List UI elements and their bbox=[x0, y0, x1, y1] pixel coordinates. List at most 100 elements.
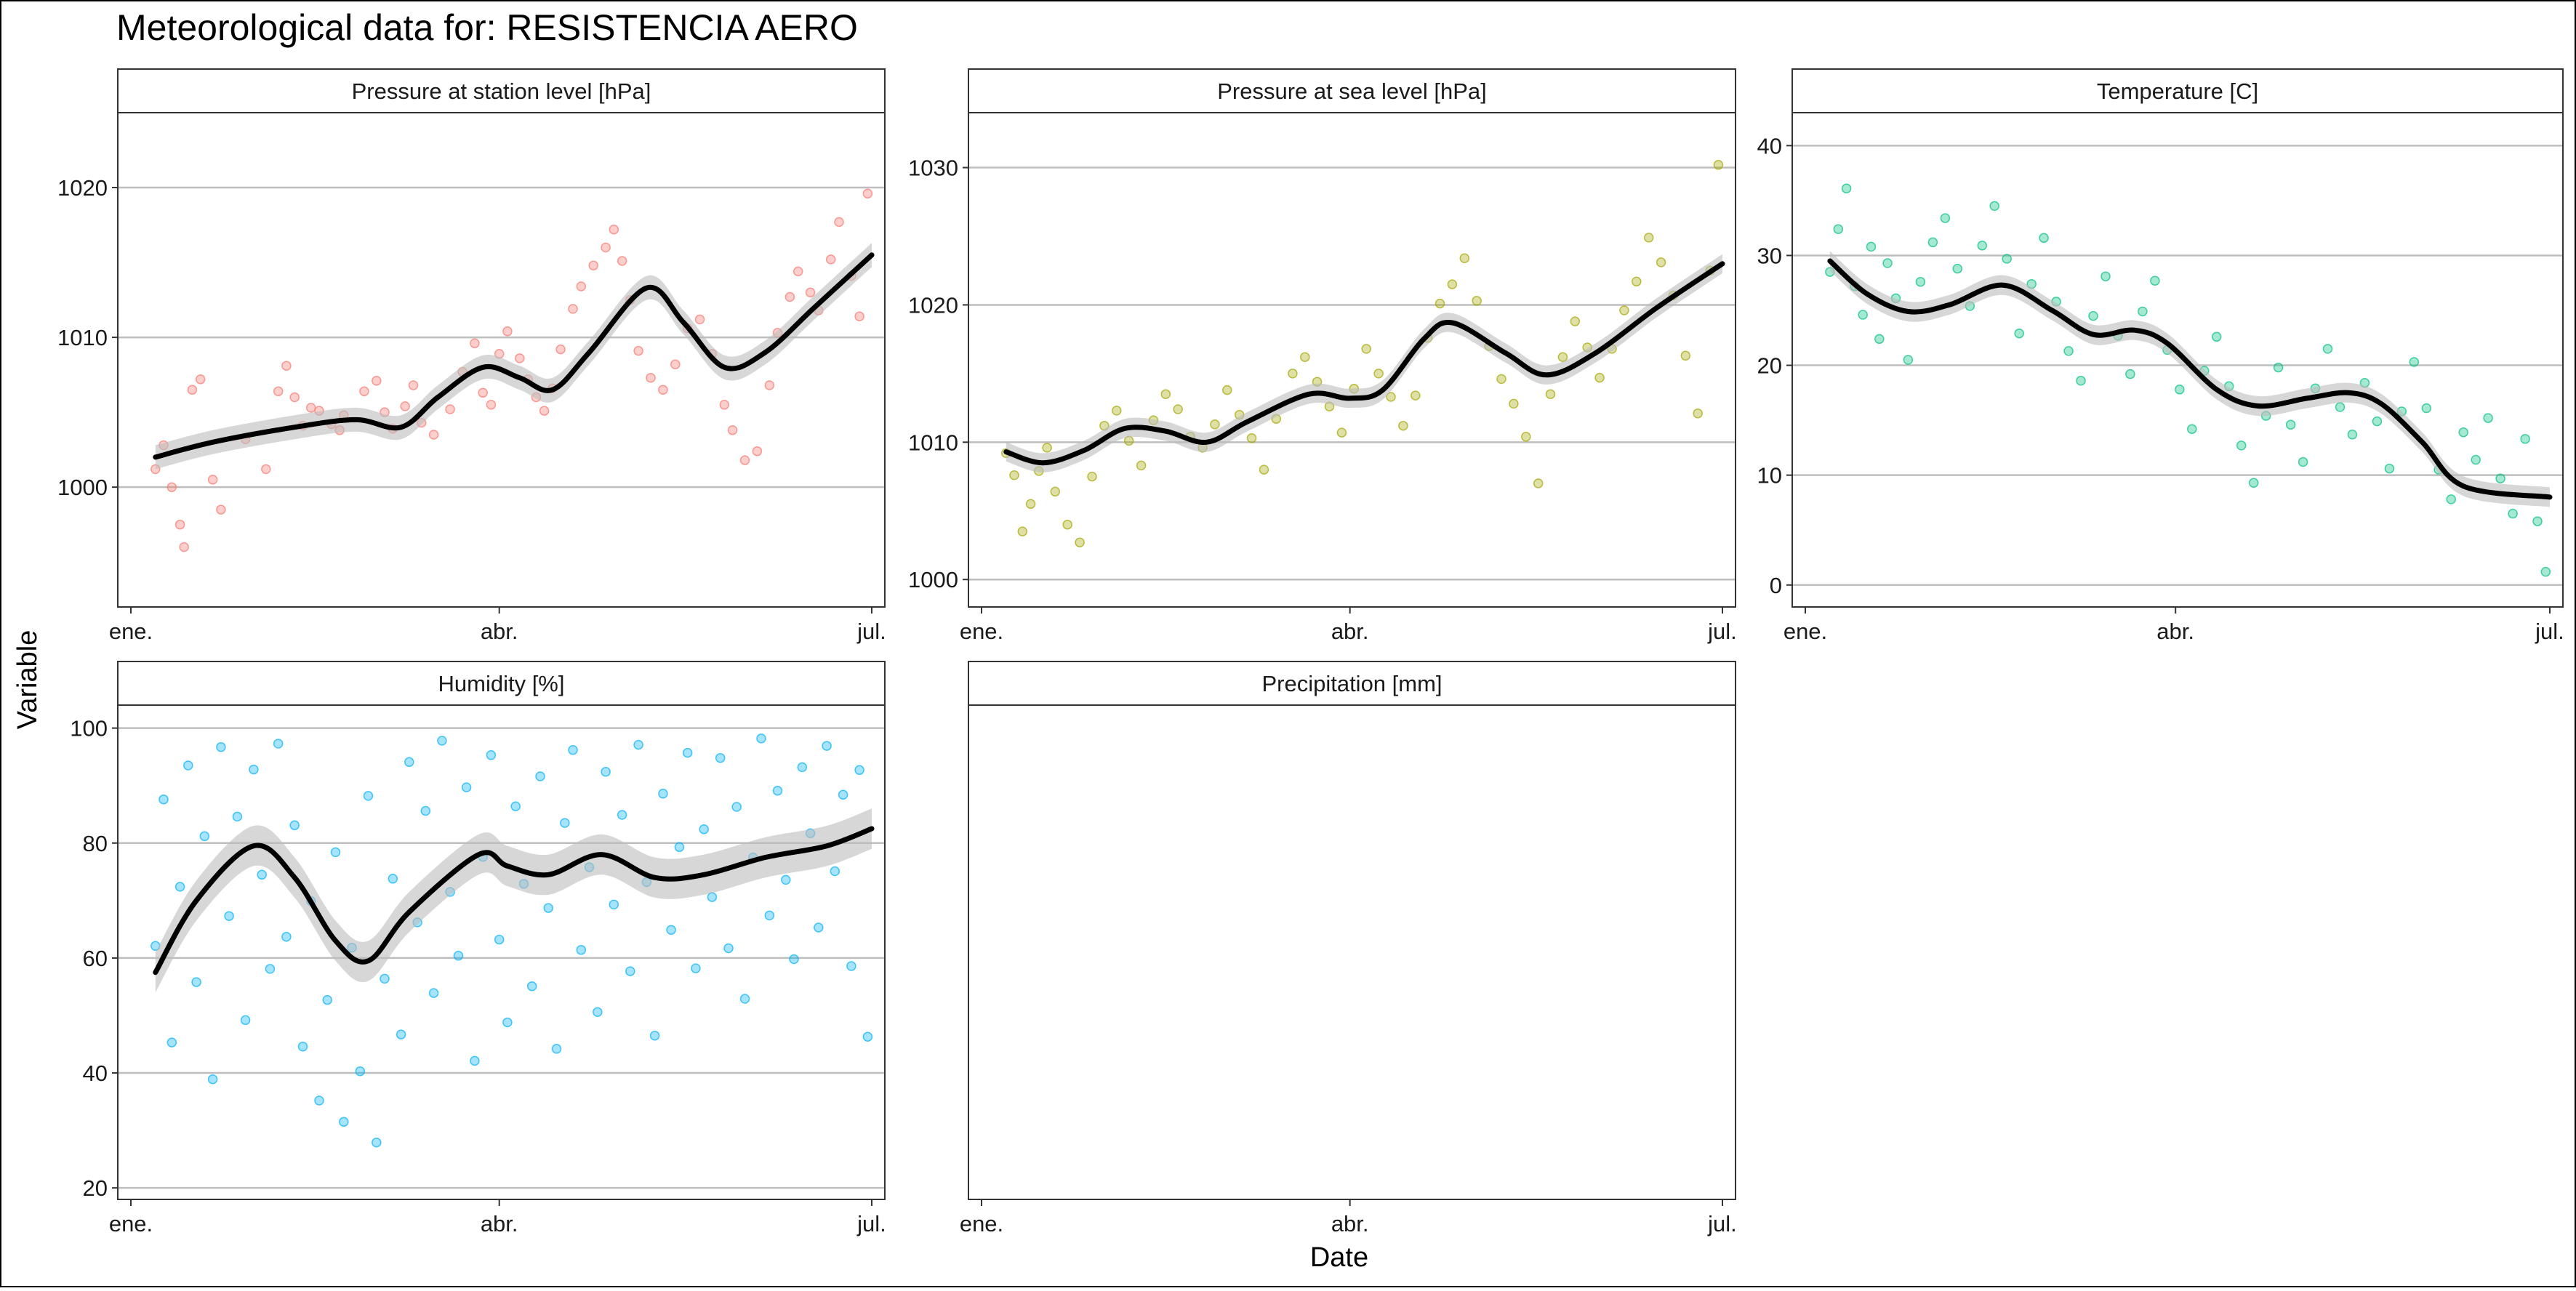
data-point bbox=[854, 765, 864, 776]
data-point bbox=[1336, 427, 1347, 438]
data-point bbox=[1210, 419, 1220, 430]
data-point bbox=[1472, 296, 1482, 306]
x-tick-label: abr. bbox=[481, 1211, 518, 1236]
data-point bbox=[2248, 478, 2259, 488]
data-point bbox=[289, 392, 300, 403]
data-point bbox=[674, 842, 685, 853]
data-point bbox=[1594, 372, 1605, 383]
data-point bbox=[1713, 160, 1724, 170]
data-point bbox=[502, 1017, 513, 1028]
data-point bbox=[174, 519, 185, 530]
data-point bbox=[494, 934, 505, 945]
data-point bbox=[2063, 346, 2074, 356]
data-point bbox=[551, 1044, 562, 1054]
data-point bbox=[670, 359, 681, 369]
data-point bbox=[1435, 298, 1445, 309]
data-point bbox=[2236, 441, 2247, 451]
y-tick-label: 30 bbox=[1757, 243, 1782, 268]
data-point bbox=[1656, 257, 1666, 268]
data-point bbox=[2520, 434, 2530, 444]
data-point bbox=[781, 874, 791, 885]
data-point bbox=[2298, 457, 2308, 467]
data-point bbox=[1619, 305, 1629, 315]
data-point bbox=[404, 757, 414, 768]
data-point bbox=[281, 361, 292, 371]
y-tick-label: 1010 bbox=[908, 430, 958, 455]
x-tick-label: ene. bbox=[1783, 619, 1827, 644]
data-point bbox=[408, 380, 419, 390]
data-point bbox=[1160, 389, 1171, 399]
data-point bbox=[216, 741, 226, 752]
data-point bbox=[601, 242, 611, 253]
data-point bbox=[2175, 385, 2185, 395]
data-point bbox=[568, 744, 578, 755]
data-point bbox=[322, 994, 332, 1005]
smooth-trend-line bbox=[1827, 258, 2553, 500]
data-point bbox=[1509, 398, 1519, 409]
data-point bbox=[731, 802, 742, 812]
data-point bbox=[805, 287, 816, 298]
data-point bbox=[560, 818, 570, 828]
data-point bbox=[691, 963, 701, 973]
facet-strip bbox=[968, 661, 1736, 706]
facet-strip-label: Temperature [C] bbox=[2097, 79, 2258, 104]
y-tick-label: 60 bbox=[83, 946, 108, 971]
data-point bbox=[232, 811, 243, 822]
data-point bbox=[289, 820, 300, 831]
data-point bbox=[739, 455, 750, 465]
data-point bbox=[355, 1066, 366, 1077]
facet-panels: Pressure at station level [hPa]100010101… bbox=[57, 68, 2564, 1236]
data-point bbox=[2138, 306, 2148, 317]
data-point bbox=[2211, 331, 2222, 342]
data-point bbox=[273, 386, 284, 397]
data-point bbox=[568, 304, 578, 314]
panel-frame bbox=[1791, 112, 2564, 608]
data-point bbox=[2458, 427, 2468, 438]
data-point bbox=[739, 994, 750, 1004]
data-point bbox=[2100, 271, 2111, 281]
data-point bbox=[2495, 473, 2505, 483]
data-point bbox=[1903, 355, 1914, 365]
data-point bbox=[756, 733, 766, 744]
data-point bbox=[1042, 443, 1052, 453]
facet-panel: Pressure at sea level [hPa] 1000 1010 1020 1… bbox=[908, 68, 1737, 644]
data-point bbox=[649, 1030, 660, 1041]
facet-strip-label: Precipitation [mm] bbox=[1261, 671, 1442, 696]
panel-frame bbox=[968, 704, 1736, 1200]
data-point bbox=[2088, 310, 2098, 321]
data-point bbox=[1632, 276, 1642, 287]
data-point bbox=[396, 1029, 406, 1039]
data-point bbox=[1927, 237, 1938, 248]
data-point bbox=[1521, 432, 1531, 442]
data-point bbox=[834, 217, 844, 228]
data-point bbox=[658, 385, 668, 395]
data-point bbox=[445, 404, 455, 414]
data-point bbox=[314, 1095, 324, 1106]
data-point bbox=[1643, 233, 1654, 243]
data-point bbox=[461, 782, 472, 792]
data-point bbox=[601, 766, 611, 777]
data-point bbox=[764, 910, 775, 921]
smooth-trend-line bbox=[153, 252, 875, 460]
data-point bbox=[191, 977, 201, 987]
data-point bbox=[179, 542, 189, 552]
data-point bbox=[658, 789, 668, 799]
data-point bbox=[682, 747, 693, 758]
data-point bbox=[2421, 403, 2432, 414]
data-point bbox=[633, 739, 643, 750]
data-point bbox=[543, 903, 553, 913]
data-point bbox=[1246, 433, 1257, 443]
data-point bbox=[1557, 352, 1568, 362]
data-point bbox=[814, 922, 824, 933]
data-point bbox=[174, 882, 185, 892]
data-point bbox=[797, 762, 808, 773]
data-point bbox=[789, 954, 799, 965]
y-tick-label: 0 bbox=[1770, 573, 1782, 598]
data-point bbox=[2187, 424, 2197, 434]
x-tick-label: jul. bbox=[856, 1211, 886, 1236]
data-point bbox=[1915, 276, 1926, 287]
data-point bbox=[1833, 224, 1844, 234]
panel-frame bbox=[968, 112, 1736, 608]
scatter-series bbox=[1825, 183, 2551, 577]
